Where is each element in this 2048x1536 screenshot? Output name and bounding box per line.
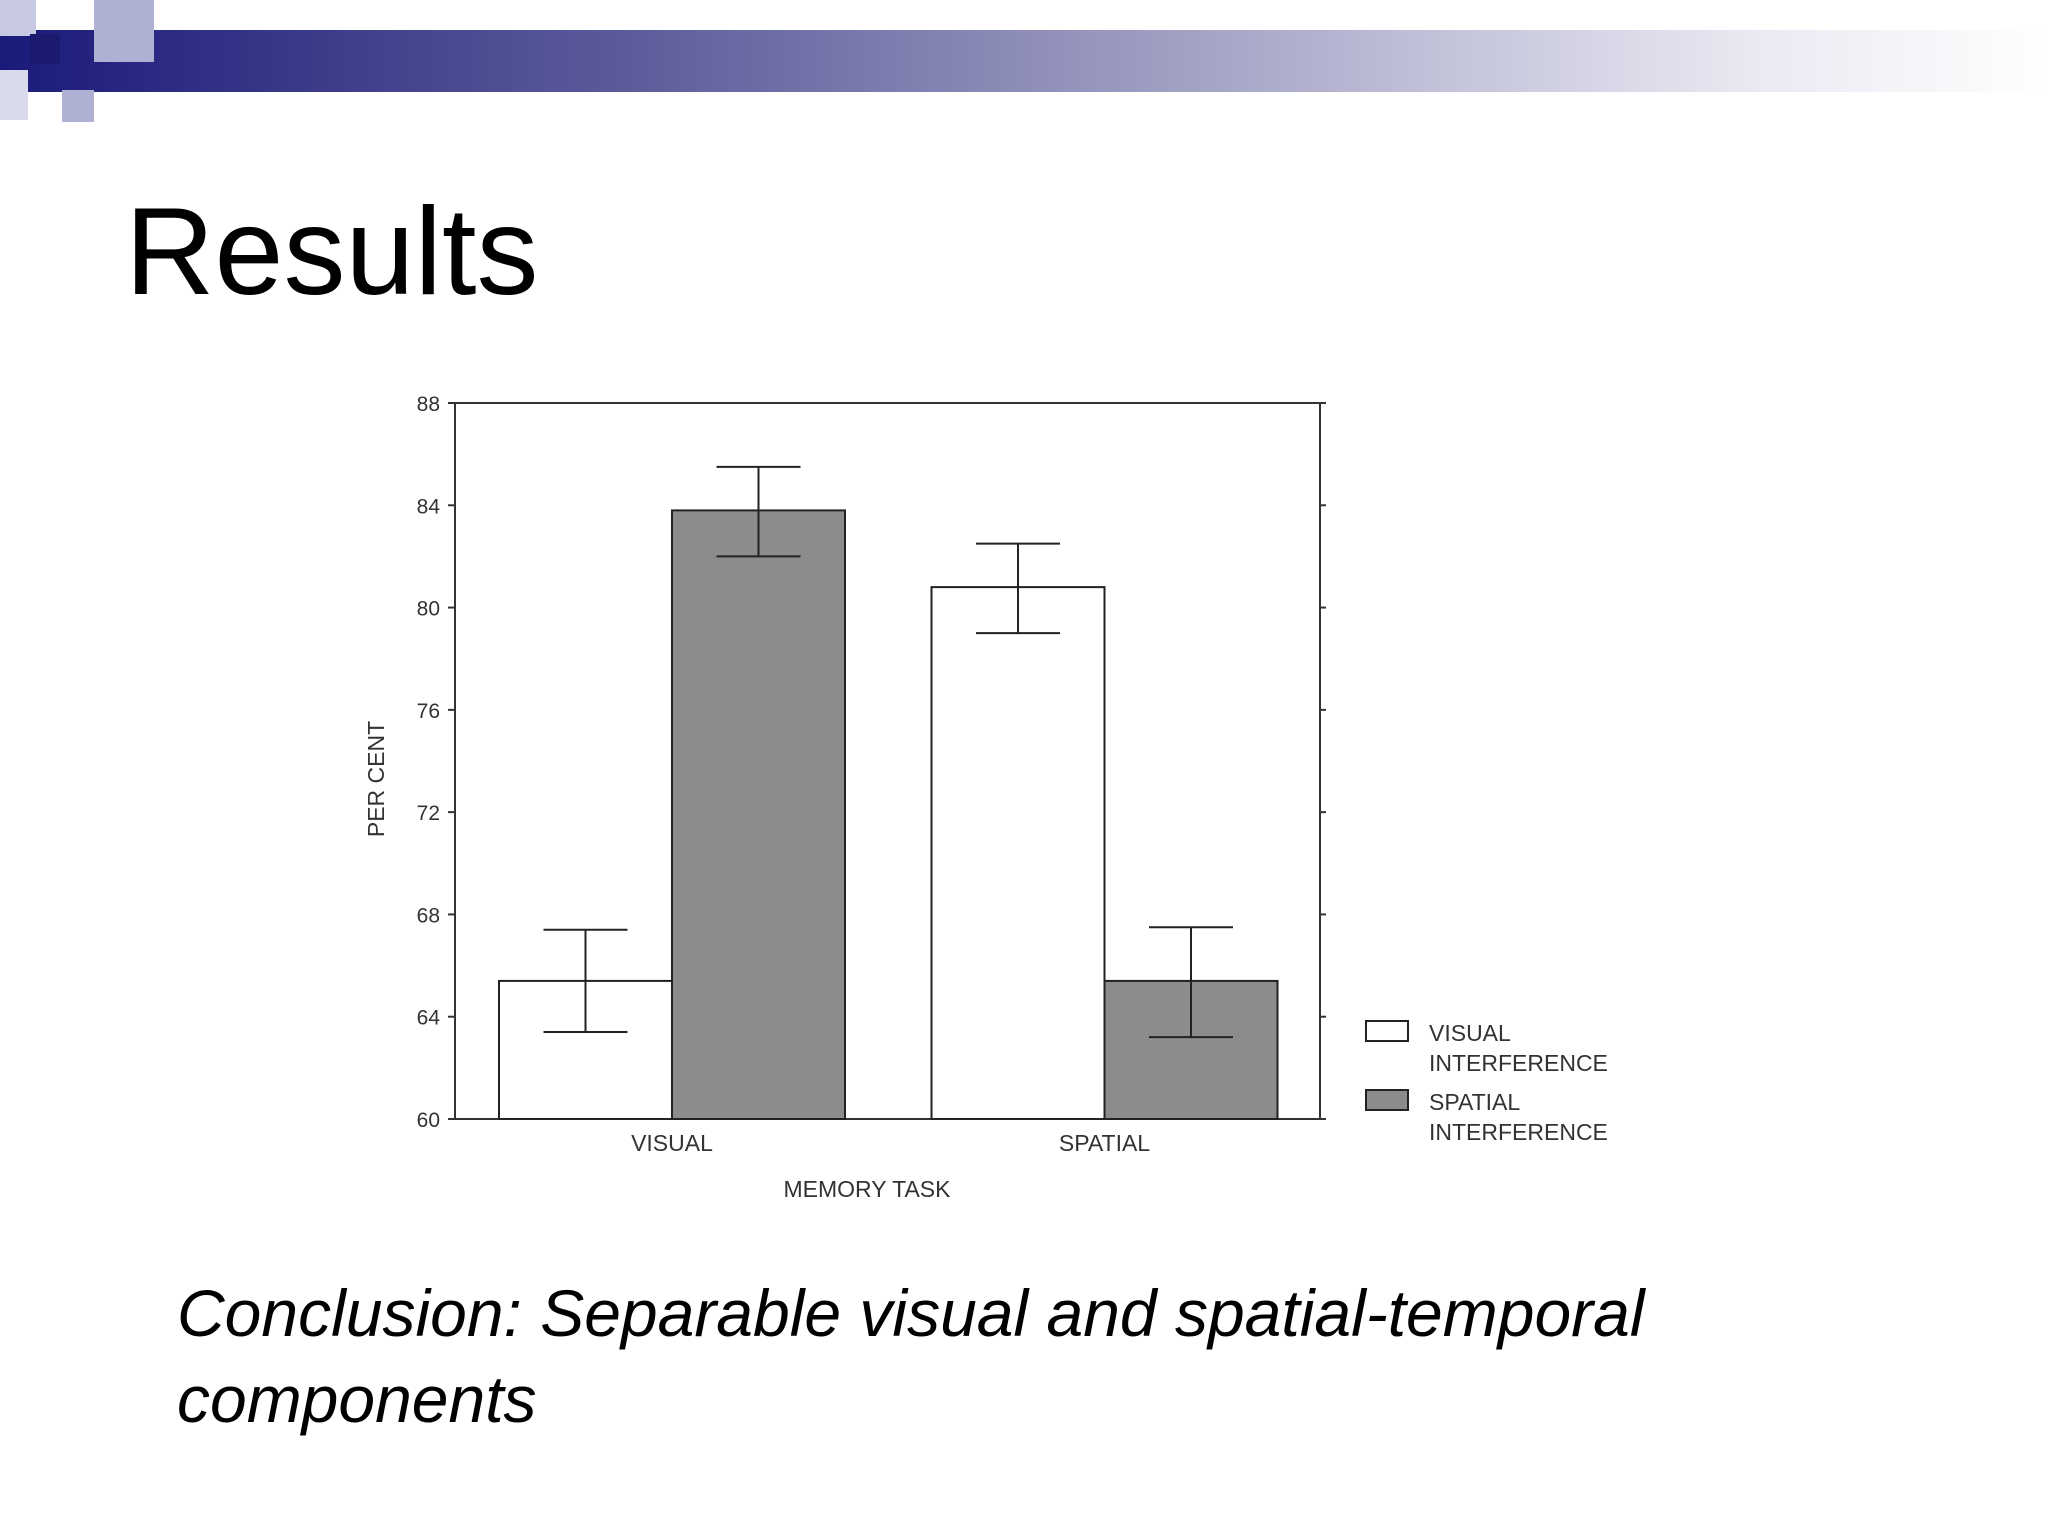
bar: [671, 509, 846, 1120]
legend-label: VISUAL: [1429, 1020, 1511, 1046]
decorative-square: [30, 34, 60, 64]
y-axis-label: PER CENT: [363, 721, 389, 837]
slide-title: Results: [125, 183, 539, 321]
bar: [930, 586, 1106, 1120]
x-tick-label: VISUAL: [631, 1130, 713, 1156]
decorative-square: [62, 90, 94, 122]
y-tick-label: 80: [417, 598, 440, 621]
y-tick-label: 64: [417, 1007, 441, 1030]
x-axis-labels: VISUAL SPATIAL: [631, 1130, 1150, 1156]
decorative-square: [36, 0, 76, 30]
decorative-square: [94, 0, 154, 62]
x-tick-label: SPATIAL: [1059, 1130, 1150, 1156]
y-tick-label: 76: [417, 700, 440, 723]
legend: VISUAL INTERFERENCE SPATIAL INTERFERENCE: [1365, 1020, 1608, 1145]
y-tick-label: 68: [417, 904, 440, 927]
legend-swatch: [1365, 1089, 1409, 1111]
error-bars-group: [543, 465, 1233, 1039]
x-axis-label: MEMORY TASK: [783, 1176, 951, 1202]
legend-label: INTERFERENCE: [1429, 1119, 1608, 1145]
header-gradient-band: [0, 30, 2048, 92]
y-tick-label: 72: [417, 802, 440, 825]
y-axis-ticks: 60 64 68 72 76 80 84 88: [417, 393, 1326, 1132]
legend-label: SPATIAL: [1429, 1089, 1520, 1115]
y-tick-label: 60: [417, 1109, 440, 1132]
legend-swatch: [1365, 1020, 1409, 1042]
decorative-square: [0, 70, 28, 120]
conclusion-text: Conclusion: Separable visual and spatial…: [177, 1276, 1645, 1436]
y-tick-label: 88: [417, 393, 440, 416]
decorative-square: [0, 0, 36, 36]
y-tick-label: 84: [417, 495, 441, 518]
legend-label: INTERFERENCE: [1429, 1050, 1608, 1076]
